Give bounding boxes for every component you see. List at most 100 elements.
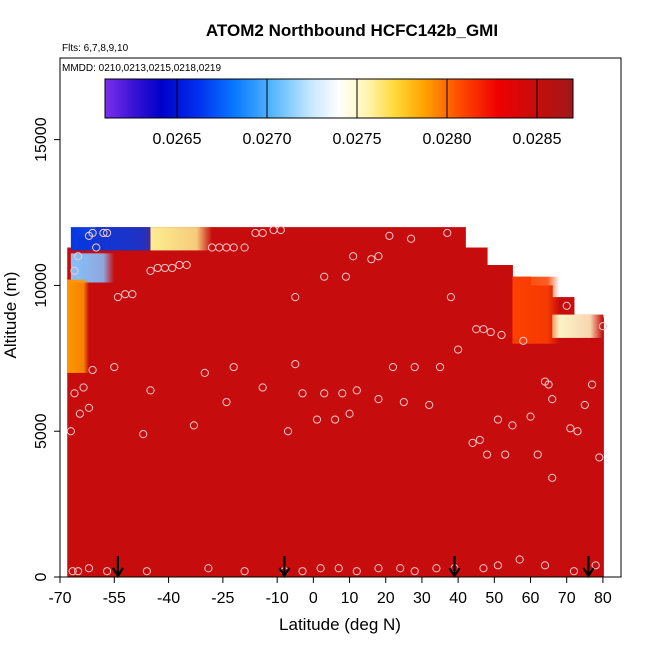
sample-point (410, 567, 419, 576)
field-column (96, 227, 115, 577)
flight-marker-arrow (111, 556, 124, 579)
x-tick-label: 10 (341, 590, 359, 607)
sample-point (479, 564, 488, 573)
sample-point (73, 252, 83, 261)
y-tick-label: 10000 (33, 263, 50, 308)
sample-point (110, 362, 119, 372)
sample-point (88, 228, 97, 238)
field-column (552, 297, 575, 577)
x-axis: -70 -55 -40 -25 -10 0 10 20 30 40 50 60 70 80 (48, 577, 612, 607)
x-tick-label: 60 (522, 590, 540, 607)
sample-point (587, 380, 597, 389)
sample-point (486, 327, 495, 337)
sample-point (482, 450, 492, 459)
x-axis-label: Latitude (deg N) (279, 615, 401, 634)
sample-points (66, 225, 608, 576)
sample-point (84, 403, 94, 412)
colorbar-tick-label: 0.0270 (243, 131, 292, 148)
x-tick-label: -55 (103, 590, 126, 607)
sample-point (374, 252, 383, 261)
sample-point (515, 555, 524, 564)
sample-point (99, 228, 108, 238)
sample-point (475, 435, 484, 445)
sample-point (493, 561, 503, 570)
sample-point (146, 266, 155, 275)
sample-point (240, 567, 249, 576)
x-tick-label: 80 (594, 590, 612, 607)
sample-point (533, 450, 542, 459)
sample-point (501, 450, 510, 459)
x-tick-label: -40 (157, 590, 180, 607)
sample-point (352, 567, 361, 576)
sample-point (291, 292, 300, 302)
flight-markers (111, 556, 595, 579)
colorbar-tick-label: 0.0285 (513, 131, 562, 148)
sample-point (75, 409, 85, 418)
sample-point (229, 243, 238, 252)
y-axis-label: Altitude (m) (1, 272, 20, 359)
colorbar-tick-label: 0.0275 (333, 131, 382, 148)
x-tick-label: 50 (485, 590, 503, 607)
sample-point (493, 415, 503, 424)
sample-point (189, 421, 199, 430)
sample-point (425, 400, 434, 410)
sample-point (410, 362, 419, 372)
sample-point (508, 421, 517, 430)
sample-point (68, 567, 77, 576)
field-patch (512, 276, 560, 344)
colorbar-ramp (104, 78, 574, 119)
field-patch (70, 227, 169, 251)
sample-point (204, 564, 213, 573)
sample-point (497, 330, 506, 340)
sample-point (566, 424, 575, 433)
sample-point (200, 368, 209, 377)
sample-point (146, 386, 155, 395)
sample-point (595, 453, 604, 462)
dates-note: MMDD: 0210,0213,0215,0218,0219 (62, 63, 221, 74)
colorbar-tick-label: 0.0280 (423, 131, 472, 148)
flight-marker-arrow (448, 556, 461, 579)
sample-point (70, 266, 79, 275)
sample-point (598, 322, 608, 331)
sample-point (345, 409, 354, 418)
x-tick-label: 70 (558, 590, 576, 607)
sample-point (291, 360, 300, 369)
sample-point (454, 345, 463, 354)
colorbar-tick-label: 0.0265 (153, 131, 202, 148)
sample-point (569, 567, 579, 576)
sample-point (338, 389, 347, 398)
sample-point (276, 225, 285, 235)
sample-point (139, 430, 148, 439)
flights-note: Flts: 6,7,8,9,10 (62, 43, 129, 54)
field-column (487, 265, 513, 577)
sample-point (446, 292, 455, 302)
field-column (313, 227, 423, 577)
sample-point (468, 438, 477, 447)
sample-point (182, 260, 191, 270)
sample-point (298, 567, 307, 576)
sample-point (102, 228, 112, 238)
field-column (204, 227, 314, 577)
field-patches (67, 227, 603, 373)
colorbar: 0.0265 0.0270 0.0275 0.0280 0.0285 (104, 78, 574, 148)
sample-point (573, 427, 582, 436)
sample-point (330, 415, 340, 424)
field-column (114, 227, 206, 577)
y-axis: 0 5000 10000 15000 (33, 117, 60, 581)
plot-frame (59, 57, 622, 578)
sample-point (92, 243, 101, 252)
sample-point (580, 400, 589, 410)
field-patch (67, 279, 89, 373)
sample-point (316, 564, 325, 573)
flight-marker-arrow (278, 556, 291, 579)
sample-point (548, 473, 557, 482)
sample-point (334, 564, 343, 573)
sample-point (258, 228, 267, 238)
y-tick-label: 0 (33, 572, 50, 581)
sample-point (540, 561, 550, 570)
sample-point (479, 325, 488, 334)
sample-point (432, 564, 441, 573)
sample-point (283, 427, 293, 436)
field-column (447, 227, 466, 577)
sample-point (312, 415, 322, 424)
